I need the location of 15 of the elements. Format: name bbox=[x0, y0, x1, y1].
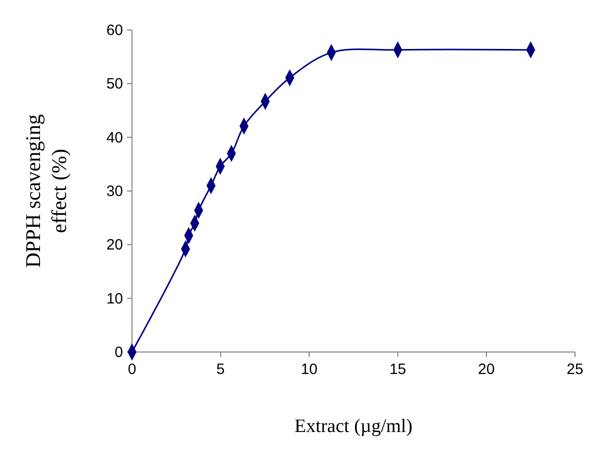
x-tick-label: 25 bbox=[566, 361, 584, 378]
y-tick-label: 40 bbox=[106, 129, 123, 146]
x-tick-label: 20 bbox=[478, 361, 495, 378]
y-tick-label: 50 bbox=[106, 76, 123, 93]
x-tick-label: 0 bbox=[128, 361, 136, 378]
y-tick-label: 30 bbox=[106, 183, 123, 200]
x-axis-title: Extract (µg/ml) bbox=[294, 416, 413, 437]
y-tick-label: 60 bbox=[106, 22, 123, 39]
x-tick-label: 15 bbox=[389, 361, 406, 378]
y-tick-label: 10 bbox=[106, 290, 123, 308]
y-tick-label: 20 bbox=[106, 236, 123, 254]
x-tick-label: 5 bbox=[216, 361, 225, 378]
x-tick-label: 10 bbox=[300, 361, 318, 378]
y-axis-title: DPPH scavenging effect (%) bbox=[21, 114, 71, 268]
y-tick-label: 0 bbox=[114, 344, 123, 361]
